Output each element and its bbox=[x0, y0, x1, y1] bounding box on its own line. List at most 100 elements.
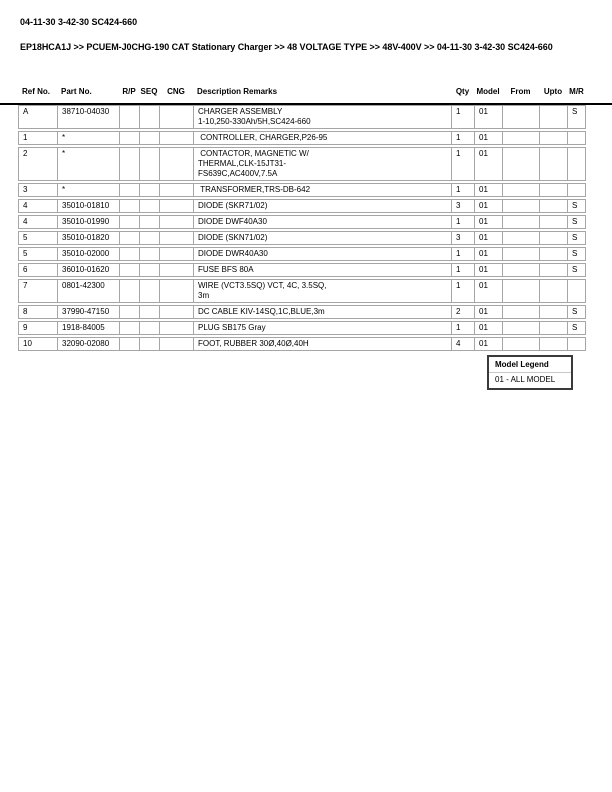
col-header-description: Description Remarks bbox=[197, 87, 278, 96]
cell-qty: 1 bbox=[451, 263, 474, 277]
cell-cng bbox=[159, 183, 193, 197]
cell-from bbox=[502, 231, 539, 245]
cell-qty: 1 bbox=[451, 131, 474, 145]
table-row: 7 0801-42300 WIRE (VCT3.5SQ) VCT, 4C, 3.… bbox=[18, 279, 586, 303]
cell-cng bbox=[159, 321, 193, 335]
model-legend-box: Model Legend 01 - ALL MODEL bbox=[487, 355, 573, 390]
col-header-upto: Upto bbox=[543, 87, 563, 96]
cell-part-no: 1918-84005 bbox=[57, 321, 119, 335]
cell-qty: 1 bbox=[451, 247, 474, 261]
cell-qty: 1 bbox=[451, 105, 474, 129]
col-header-cng: CNG bbox=[167, 87, 185, 96]
cell-mr: S bbox=[567, 199, 586, 213]
cell-mr bbox=[567, 183, 586, 197]
col-header-qty: Qty bbox=[455, 87, 470, 96]
cell-seq bbox=[139, 199, 159, 213]
col-header-model: Model bbox=[476, 87, 500, 96]
cell-description: PLUG SB175 Gray bbox=[193, 321, 451, 335]
cell-rp bbox=[119, 199, 139, 213]
breadcrumb: EP18HCA1J >> PCUEM-J0CHG-190 CAT Station… bbox=[20, 42, 553, 52]
cell-model: 01 bbox=[474, 199, 502, 213]
cell-part-no: 32090-02080 bbox=[57, 337, 119, 351]
cell-part-no: * bbox=[57, 131, 119, 145]
cell-ref-no: 5 bbox=[18, 231, 57, 245]
table-row: 5 35010-02000 DIODE DWR40A30 1 01 S bbox=[18, 247, 586, 261]
cell-mr: S bbox=[567, 231, 586, 245]
cell-part-no: * bbox=[57, 147, 119, 181]
cell-cng bbox=[159, 199, 193, 213]
cell-part-no: 36010-01620 bbox=[57, 263, 119, 277]
cell-upto bbox=[539, 231, 567, 245]
cell-from bbox=[502, 215, 539, 229]
cell-upto bbox=[539, 199, 567, 213]
cell-cng bbox=[159, 279, 193, 303]
cell-model: 01 bbox=[474, 305, 502, 319]
cell-rp bbox=[119, 337, 139, 351]
cell-model: 01 bbox=[474, 183, 502, 197]
cell-upto bbox=[539, 147, 567, 181]
cell-cng bbox=[159, 147, 193, 181]
cell-qty: 4 bbox=[451, 337, 474, 351]
cell-description: DIODE (SKN71/02) bbox=[193, 231, 451, 245]
cell-mr bbox=[567, 337, 586, 351]
cell-from bbox=[502, 105, 539, 129]
cell-mr: S bbox=[567, 105, 586, 129]
cell-seq bbox=[139, 247, 159, 261]
cell-qty: 1 bbox=[451, 147, 474, 181]
cell-description: DIODE DWR40A30 bbox=[193, 247, 451, 261]
cell-cng bbox=[159, 247, 193, 261]
cell-mr bbox=[567, 279, 586, 303]
cell-from bbox=[502, 131, 539, 145]
model-legend-entry: 01 - ALL MODEL bbox=[495, 375, 556, 384]
cell-model: 01 bbox=[474, 337, 502, 351]
cell-part-no: * bbox=[57, 183, 119, 197]
cell-upto bbox=[539, 337, 567, 351]
table-row: 8 37990-47150 DC CABLE KIV-14SQ,1C,BLUE,… bbox=[18, 305, 586, 319]
table-row: 6 36010-01620 FUSE BFS 80A 1 01 S bbox=[18, 263, 586, 277]
cell-model: 01 bbox=[474, 215, 502, 229]
table-row: 4 35010-01990 DIODE DWF40A30 1 01 S bbox=[18, 215, 586, 229]
cell-mr: S bbox=[567, 321, 586, 335]
table-column-headers: Ref No. Part No. R/P SEQ CNG Description… bbox=[18, 86, 586, 98]
cell-from bbox=[502, 147, 539, 181]
cell-upto bbox=[539, 131, 567, 145]
cell-seq bbox=[139, 337, 159, 351]
cell-seq bbox=[139, 263, 159, 277]
cell-from bbox=[502, 183, 539, 197]
cell-qty: 3 bbox=[451, 199, 474, 213]
cell-qty: 1 bbox=[451, 183, 474, 197]
cell-upto bbox=[539, 215, 567, 229]
table-row: 5 35010-01820 DIODE (SKN71/02) 3 01 S bbox=[18, 231, 586, 245]
cell-upto bbox=[539, 305, 567, 319]
cell-upto bbox=[539, 263, 567, 277]
cell-from bbox=[502, 279, 539, 303]
cell-mr: S bbox=[567, 215, 586, 229]
cell-ref-no: 10 bbox=[18, 337, 57, 351]
cell-ref-no: 5 bbox=[18, 247, 57, 261]
cell-description: DC CABLE KIV-14SQ,1C,BLUE,3m bbox=[193, 305, 451, 319]
cell-mr: S bbox=[567, 247, 586, 261]
table-row: 2 * CONTACTOR, MAGNETIC W/ THERMAL,CLK-1… bbox=[18, 147, 586, 181]
header-divider-rule bbox=[0, 103, 612, 105]
table-row: 9 1918-84005 PLUG SB175 Gray 1 01 S bbox=[18, 321, 586, 335]
cell-cng bbox=[159, 337, 193, 351]
cell-part-no: 37990-47150 bbox=[57, 305, 119, 319]
cell-seq bbox=[139, 321, 159, 335]
cell-upto bbox=[539, 183, 567, 197]
cell-rp bbox=[119, 147, 139, 181]
cell-rp bbox=[119, 215, 139, 229]
table-row: A 38710-04030 CHARGER ASSEMBLY 1-10,250-… bbox=[18, 105, 586, 129]
cell-seq bbox=[139, 183, 159, 197]
parts-table-body: A 38710-04030 CHARGER ASSEMBLY 1-10,250-… bbox=[18, 105, 586, 351]
cell-from bbox=[502, 263, 539, 277]
cell-ref-no: 2 bbox=[18, 147, 57, 181]
cell-seq bbox=[139, 131, 159, 145]
table-row: 4 35010-01810 DIODE (SKR71/02) 3 01 S bbox=[18, 199, 586, 213]
cell-ref-no: 1 bbox=[18, 131, 57, 145]
cell-ref-no: 7 bbox=[18, 279, 57, 303]
cell-cng bbox=[159, 263, 193, 277]
cell-qty: 1 bbox=[451, 215, 474, 229]
parts-table: A 38710-04030 CHARGER ASSEMBLY 1-10,250-… bbox=[18, 103, 586, 353]
cell-description: DIODE (SKR71/02) bbox=[193, 199, 451, 213]
